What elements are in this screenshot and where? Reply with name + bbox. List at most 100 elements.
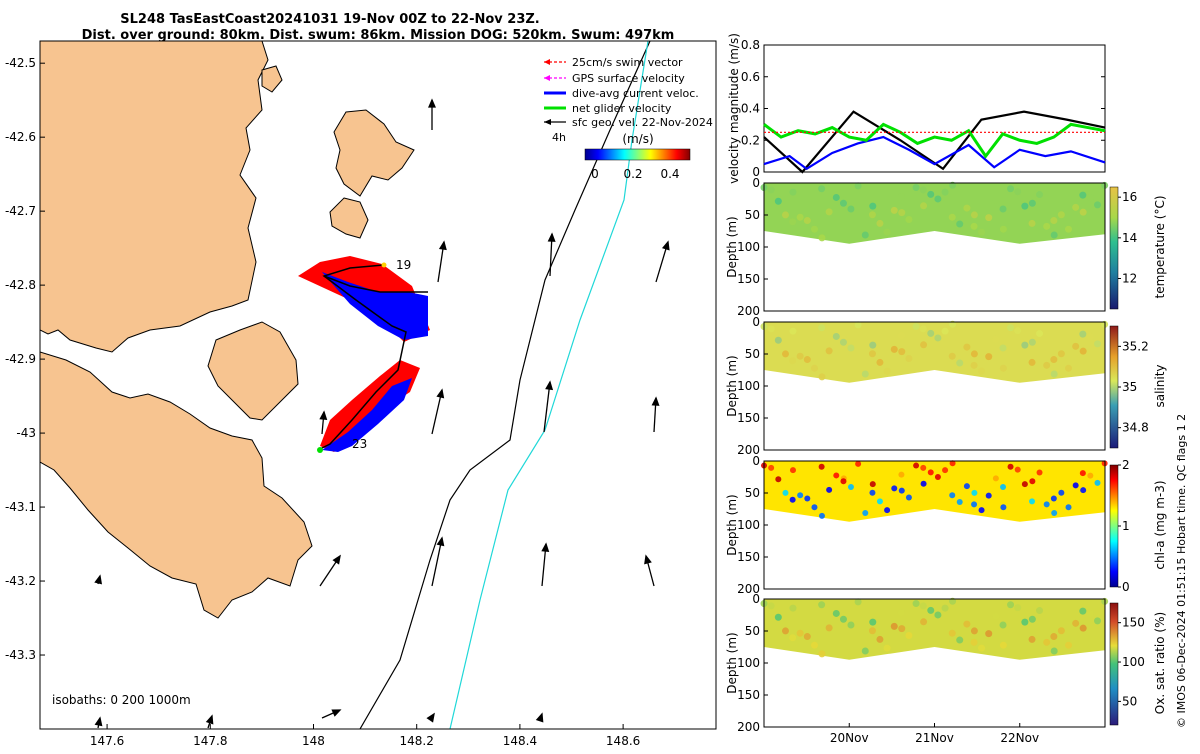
heatmap-sample xyxy=(1079,624,1087,632)
colorbar-tick-label: 50 xyxy=(1122,694,1137,708)
heatmap-sample xyxy=(1014,604,1022,612)
heatmap-sample xyxy=(1079,347,1087,355)
heatmap-sample xyxy=(985,353,993,361)
colorbar-tick-1: 0.2 xyxy=(623,167,642,181)
heatmap-sample xyxy=(1036,469,1043,476)
heatmap-ytick-label: 50 xyxy=(745,486,760,500)
colorbar-tick-label: 16 xyxy=(1122,190,1137,204)
glider-vectors: 19 23 xyxy=(298,256,430,453)
isobaths-label: isobaths: 0 200 1000m xyxy=(52,693,191,707)
heatmap-sample xyxy=(890,345,898,353)
heatmap-sample xyxy=(971,489,978,496)
heatmap-ytick-label: 150 xyxy=(737,550,760,564)
colorbar-tick-label: 150 xyxy=(1122,616,1145,630)
land-island-south xyxy=(329,197,369,239)
heatmap-sample xyxy=(774,336,782,344)
heatmap-sample xyxy=(883,228,891,236)
heatmap-sample xyxy=(941,604,949,612)
heatmap-sample xyxy=(970,638,978,646)
sfc-arrow-head xyxy=(535,712,544,723)
sfc-arrow-shaft xyxy=(543,381,551,433)
heatmap-sample xyxy=(1007,601,1015,609)
sfc-arrow-head xyxy=(426,712,435,723)
heatmap-sample xyxy=(1028,615,1036,623)
heatmap-sample xyxy=(978,228,986,236)
sfc-arrow-head xyxy=(436,388,445,399)
heatmap-sample xyxy=(898,209,906,217)
heatmap-sample xyxy=(869,489,876,496)
heatmap-sample xyxy=(861,370,869,378)
heatmap-ytick-label: 150 xyxy=(737,411,760,425)
heatmap-sample xyxy=(941,327,949,335)
heatmap-sample xyxy=(1021,341,1029,349)
heatmap-sample xyxy=(832,332,840,340)
heatmap-sample xyxy=(1043,638,1051,646)
heatmap-sample xyxy=(774,197,782,205)
heatmap-sample xyxy=(934,473,941,480)
heatmap-sample xyxy=(927,606,935,614)
heatmap-sample xyxy=(774,613,782,621)
heatmap-sample xyxy=(1014,327,1022,335)
heatmap-panel-temperature: 0 50 100 150 200 Depth (m) 12 14 16 temperature (… xyxy=(725,176,1167,318)
heatmap-sample xyxy=(985,630,993,638)
land-peninsula xyxy=(207,321,299,421)
heatmap-sample xyxy=(898,471,905,478)
heatmap-sample xyxy=(839,338,847,346)
heatmap-sample xyxy=(948,629,956,637)
heatmap-sample xyxy=(767,325,775,333)
heatmap-sample xyxy=(1072,482,1079,489)
heatmap-sample xyxy=(905,354,913,362)
heatmap-sample xyxy=(854,182,862,190)
heatmap-panel-oxygen-saturation: 0 50 100 150 200 Depth (m) 50 100 150 Ox. sat. ra… xyxy=(725,592,1167,734)
sfc-arrow-head xyxy=(331,709,342,717)
heatmap-ytick-label: 150 xyxy=(737,272,760,286)
heatmap-sample xyxy=(905,631,913,639)
heatmap-sample xyxy=(818,185,826,193)
heatmap-sample xyxy=(869,481,876,488)
time-tick-label: 22Nov xyxy=(1000,731,1039,745)
heatmap-sample xyxy=(789,604,797,612)
velocity-ylabel: velocity magnitude (m/s) xyxy=(727,33,741,184)
time-tick-label: 20Nov xyxy=(830,731,869,745)
sfc-arrow-head xyxy=(541,542,550,552)
heatmap-sample xyxy=(869,341,877,349)
heatmap-colorbar xyxy=(1109,464,1119,588)
heatmap-sample xyxy=(920,202,928,210)
heatmap-ytick-label: 50 xyxy=(745,347,760,361)
heatmap-sample xyxy=(999,621,1007,629)
colorbar-tick-label: 1 xyxy=(1122,519,1130,533)
heatmap-sample xyxy=(956,359,964,367)
heatmap-sample xyxy=(999,344,1007,352)
lon-tick-label: 148.6 xyxy=(606,734,640,748)
legend-gps-label: GPS surface velocity xyxy=(572,72,685,85)
sfc-arrow-shaft xyxy=(431,537,443,587)
heatmap-sample xyxy=(890,206,898,214)
heatmap-sample xyxy=(832,193,840,201)
heatmap-ytick-label: 200 xyxy=(737,582,760,596)
current-fan-north xyxy=(322,272,428,340)
heatmap-sample xyxy=(767,602,775,610)
heatmap-sample xyxy=(840,478,847,485)
heatmap-ytick-label: 200 xyxy=(737,720,760,734)
heatmap-sample xyxy=(1050,217,1058,225)
heatmap-sample xyxy=(796,352,804,360)
lat-tick-label: -42.9 xyxy=(5,352,36,366)
heatmap-ytick-label: 200 xyxy=(737,443,760,457)
colorbar-tick-label: 14 xyxy=(1122,231,1137,245)
heatmap-sample xyxy=(992,612,1000,620)
colorbar-label: salinity xyxy=(1153,364,1167,407)
heatmap-sample xyxy=(1050,231,1058,239)
sfc-arrow-head xyxy=(94,574,103,585)
heatmap-sample xyxy=(1043,501,1050,508)
heatmap-sample xyxy=(920,341,928,349)
heatmap-sample xyxy=(992,335,1000,343)
heatmap-sample xyxy=(1029,498,1036,505)
heatmap-sample xyxy=(1086,333,1094,341)
sfc-velocity-arrows xyxy=(94,98,670,729)
lat-tick-label: -42.6 xyxy=(5,130,36,144)
colorbar-tick-label: 0 xyxy=(1122,580,1130,594)
heatmap-sample xyxy=(789,188,797,196)
heatmap-ylabel: Depth (m) xyxy=(725,216,739,277)
heatmap-sample xyxy=(1036,330,1044,338)
